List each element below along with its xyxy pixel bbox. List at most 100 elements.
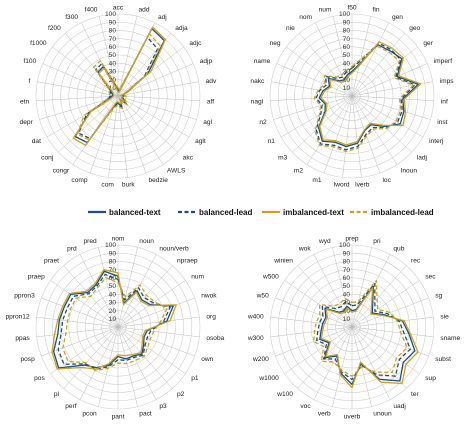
spoke bbox=[39, 95, 119, 120]
spoke bbox=[351, 95, 434, 102]
category-label: w1000 bbox=[258, 375, 279, 382]
radial-tick-label: 60 bbox=[109, 275, 117, 282]
category-label: praep bbox=[28, 274, 45, 281]
spoke bbox=[351, 326, 391, 400]
series-balanced-text bbox=[319, 285, 416, 386]
series-imbalanced-lead bbox=[313, 45, 415, 153]
spoke bbox=[117, 280, 186, 328]
spoke bbox=[342, 95, 353, 178]
spoke bbox=[286, 46, 353, 97]
category-label: w50 bbox=[256, 293, 269, 300]
category-label: pos bbox=[34, 375, 45, 382]
radial-tick-label: 100 bbox=[339, 11, 350, 18]
spoke bbox=[36, 326, 119, 338]
category-label: geo bbox=[409, 25, 420, 32]
spoke bbox=[117, 95, 190, 138]
spoke bbox=[63, 326, 119, 389]
category-label: aff bbox=[207, 98, 214, 105]
spoke bbox=[351, 95, 398, 165]
spoke bbox=[117, 265, 173, 328]
spoke bbox=[351, 33, 405, 97]
series-balanced-text bbox=[74, 27, 166, 144]
spoke bbox=[36, 316, 119, 328]
category-label: voc bbox=[300, 403, 311, 410]
spoke bbox=[117, 95, 200, 102]
category-label: neg bbox=[270, 40, 281, 47]
series-balanced-lead bbox=[315, 42, 416, 151]
spoke bbox=[313, 326, 353, 400]
category-label: agl bbox=[203, 119, 212, 126]
radial-tick-label: 90 bbox=[109, 250, 117, 257]
radial-tick-label: 100 bbox=[339, 242, 350, 249]
spoke bbox=[351, 247, 372, 328]
radial-tick-label: 70 bbox=[109, 267, 117, 274]
series-balanced-text bbox=[317, 44, 419, 148]
category-label: conj bbox=[41, 154, 54, 161]
category-label: npraep bbox=[177, 258, 198, 265]
spoke bbox=[98, 247, 119, 328]
spoke bbox=[117, 81, 199, 97]
category-label: sie bbox=[440, 314, 449, 321]
category-label: name bbox=[254, 58, 271, 65]
radial-tick-label: 20 bbox=[343, 308, 351, 315]
legend-label: balanced-lead bbox=[199, 208, 252, 217]
category-label: unoun bbox=[373, 411, 392, 418]
category-label: prd bbox=[67, 245, 77, 252]
spoke bbox=[351, 46, 418, 97]
category-label: perf bbox=[65, 403, 77, 410]
spoke bbox=[79, 326, 119, 400]
category-label: nom bbox=[112, 235, 125, 242]
category-label: nwok bbox=[201, 293, 217, 300]
series-imbalanced-text bbox=[319, 41, 422, 146]
radial-tick-label: 40 bbox=[109, 291, 117, 298]
category-label: gen bbox=[392, 14, 403, 21]
radial-tick-label: 10 bbox=[109, 316, 117, 323]
radial-tick-label: 40 bbox=[109, 60, 117, 67]
category-label: f100 bbox=[23, 58, 36, 65]
category-label: lverb bbox=[355, 182, 370, 189]
category-label: verb bbox=[318, 411, 331, 418]
category-label: adjp bbox=[200, 58, 213, 65]
category-label: f400 bbox=[85, 7, 98, 14]
spoke bbox=[270, 316, 353, 328]
spoke bbox=[284, 326, 353, 374]
spoke bbox=[275, 297, 353, 328]
spoke bbox=[351, 280, 420, 328]
spoke bbox=[332, 16, 353, 97]
spoke bbox=[284, 280, 353, 328]
category-label: com bbox=[101, 182, 114, 189]
radial-tick-label: 90 bbox=[343, 250, 351, 257]
spoke bbox=[37, 81, 119, 97]
category-label: ter bbox=[411, 391, 419, 398]
spoke bbox=[98, 326, 119, 407]
spoke bbox=[351, 95, 412, 153]
radial-tick-label: 10 bbox=[343, 85, 351, 92]
spoke bbox=[50, 280, 119, 328]
spoke bbox=[351, 297, 429, 328]
category-label: pcon bbox=[82, 411, 97, 418]
spoke bbox=[52, 46, 119, 97]
spoke bbox=[297, 265, 353, 328]
radial-tick-label: 50 bbox=[343, 283, 351, 290]
spoke bbox=[271, 81, 353, 97]
category-label: pant bbox=[112, 413, 125, 420]
radial-tick-label: 30 bbox=[343, 300, 351, 307]
category-label: interj bbox=[429, 138, 444, 145]
radial-tick-label: 100 bbox=[105, 242, 116, 249]
category-label: inf bbox=[441, 98, 448, 105]
series-imbalanced-lead bbox=[62, 276, 168, 372]
category-label: akc bbox=[183, 154, 194, 161]
radial-tick-label: 70 bbox=[109, 36, 117, 43]
radial-tick-label: 80 bbox=[343, 259, 351, 266]
spoke bbox=[117, 326, 186, 374]
spoke bbox=[36, 95, 119, 102]
category-label: num bbox=[191, 274, 204, 281]
category-label: loc bbox=[382, 177, 391, 184]
radial-tick-label: 70 bbox=[343, 36, 351, 43]
spoke bbox=[117, 247, 138, 328]
category-label: m3 bbox=[278, 154, 287, 161]
category-label: noun bbox=[139, 238, 154, 245]
radial-tick-label: 30 bbox=[109, 300, 117, 307]
